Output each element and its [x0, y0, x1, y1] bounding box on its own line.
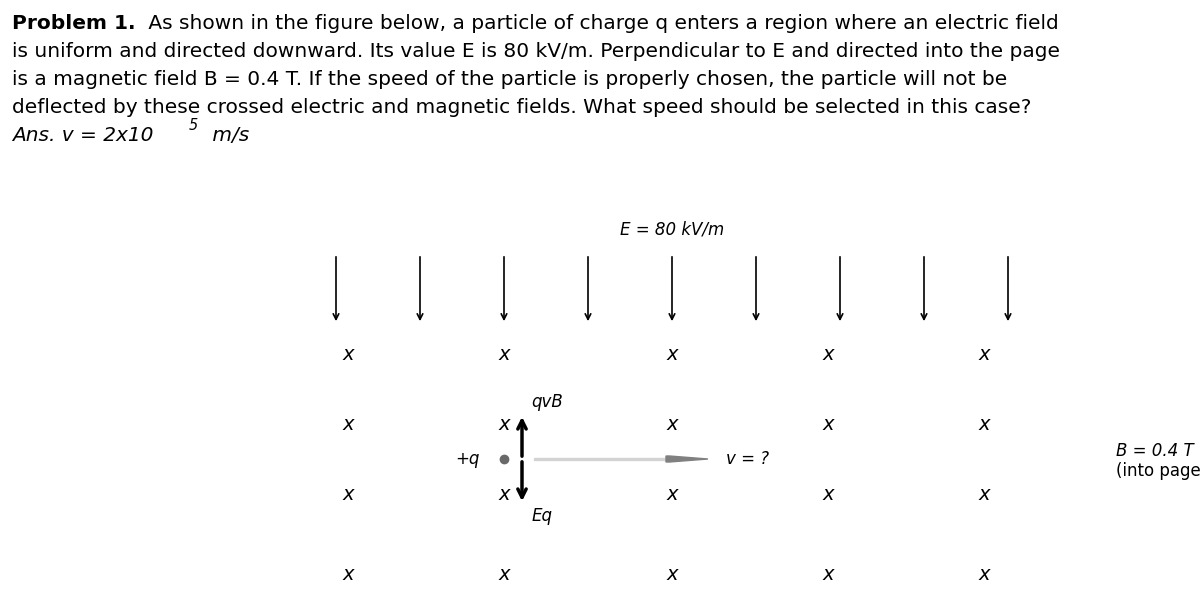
Text: x: x [666, 415, 678, 434]
Text: x: x [978, 345, 990, 364]
Text: Problem 1.: Problem 1. [12, 14, 136, 33]
Text: As shown in the figure below, a particle of charge q enters a region where an el: As shown in the figure below, a particle… [142, 14, 1058, 33]
Text: x: x [342, 345, 354, 364]
Text: x: x [498, 415, 510, 434]
Text: qvB: qvB [532, 393, 563, 411]
Text: x: x [978, 565, 990, 583]
Text: x: x [978, 485, 990, 504]
Text: x: x [978, 415, 990, 434]
Text: m/s: m/s [206, 126, 250, 145]
Text: x: x [498, 565, 510, 583]
Text: x: x [498, 345, 510, 364]
FancyArrow shape [534, 458, 666, 460]
Text: is uniform and directed downward. Its value E is 80 kV/m. Perpendicular to E and: is uniform and directed downward. Its va… [12, 42, 1060, 61]
Text: x: x [342, 485, 354, 504]
Text: v = ?: v = ? [726, 450, 769, 468]
Text: +q: +q [456, 450, 480, 468]
Text: x: x [822, 345, 834, 364]
Text: is a magnetic field B = 0.4 T. If the speed of the particle is properly chosen, : is a magnetic field B = 0.4 T. If the sp… [12, 70, 1007, 89]
Text: x: x [666, 565, 678, 583]
Text: x: x [666, 345, 678, 364]
Text: x: x [666, 485, 678, 504]
FancyArrow shape [666, 456, 708, 462]
Text: B = 0.4 T: B = 0.4 T [1116, 442, 1194, 460]
Text: Eq: Eq [532, 507, 553, 525]
Text: x: x [822, 485, 834, 504]
Text: (into page): (into page) [1116, 462, 1200, 480]
Text: deflected by these crossed electric and magnetic fields. What speed should be se: deflected by these crossed electric and … [12, 98, 1031, 117]
Text: Ans. v = 2x10: Ans. v = 2x10 [12, 126, 154, 145]
Text: x: x [822, 415, 834, 434]
Text: x: x [498, 485, 510, 504]
Text: x: x [342, 415, 354, 434]
Text: E = 80 kV/m: E = 80 kV/m [620, 221, 724, 239]
Text: 5: 5 [188, 118, 198, 133]
Text: x: x [822, 565, 834, 583]
Text: x: x [342, 565, 354, 583]
